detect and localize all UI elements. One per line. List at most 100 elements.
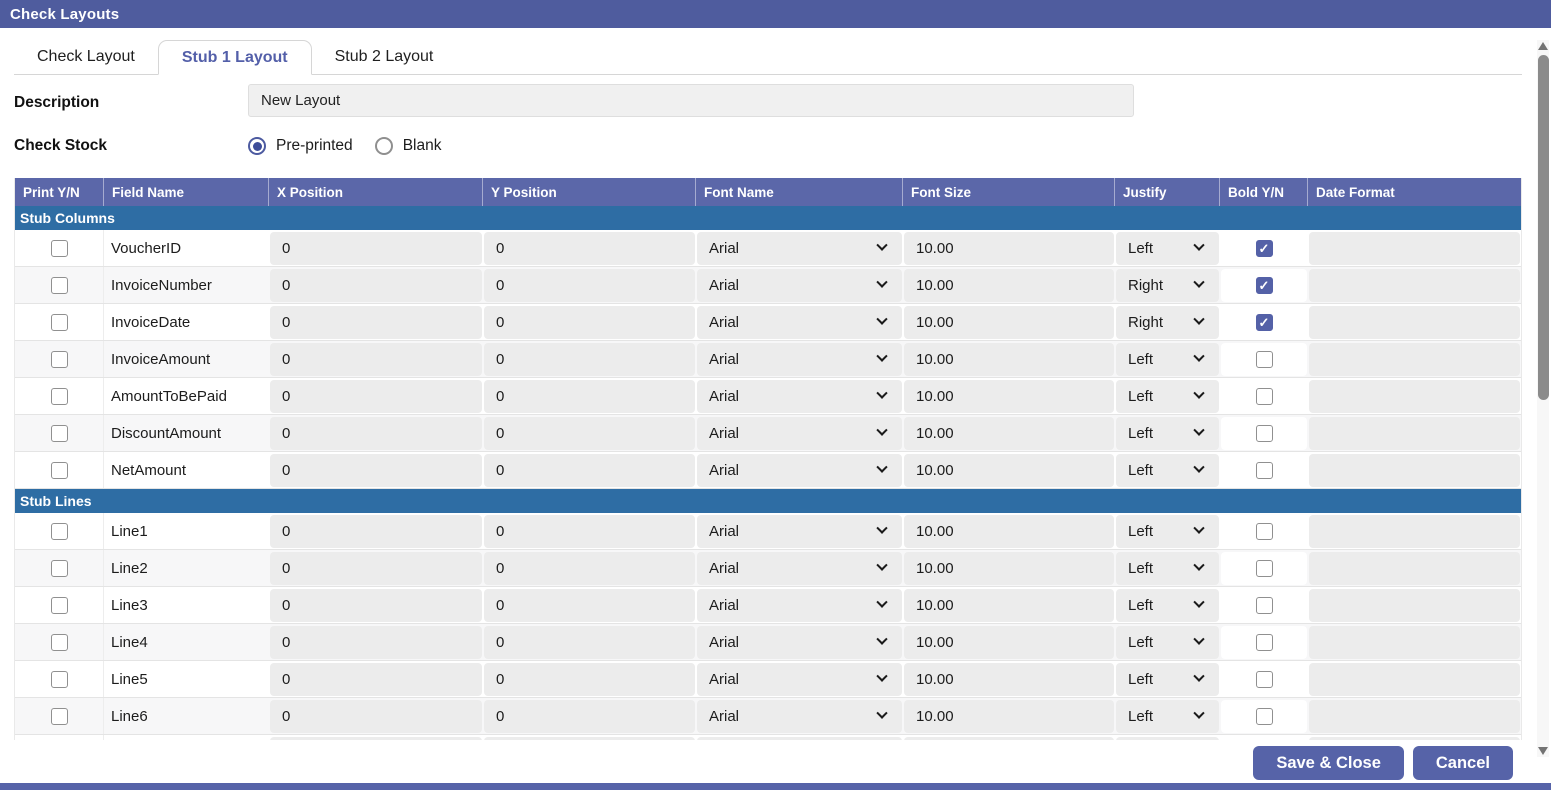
print-checkbox[interactable] <box>50 276 68 294</box>
blank-radio[interactable] <box>374 137 393 155</box>
x-position-input[interactable]: 0 <box>270 699 482 733</box>
y-position-input[interactable]: 0 <box>484 305 695 339</box>
font-name-select[interactable]: Arial <box>697 551 902 585</box>
y-position-input[interactable] <box>484 736 695 740</box>
y-position-input[interactable]: 0 <box>484 699 695 733</box>
date-format-input[interactable] <box>1309 551 1520 585</box>
y-position-input[interactable]: 0 <box>484 588 695 622</box>
bold-checkbox[interactable] <box>1255 461 1273 479</box>
bold-checkbox[interactable] <box>1255 559 1273 577</box>
font-size-input[interactable]: 10.00 <box>904 662 1114 696</box>
font-name-select[interactable]: Arial <box>697 662 902 696</box>
font-size-input[interactable]: 10.00 <box>904 514 1114 548</box>
date-format-input[interactable] <box>1309 625 1520 659</box>
scrollbar-down-arrow-icon[interactable] <box>1538 747 1548 755</box>
date-format-input[interactable] <box>1309 662 1520 696</box>
justify-select[interactable]: Left <box>1116 514 1219 548</box>
date-format-input[interactable] <box>1309 416 1520 450</box>
x-position-input[interactable]: 0 <box>270 514 482 548</box>
font-name-select[interactable]: Arial <box>697 342 902 376</box>
save-and-close-button[interactable]: Save & Close <box>1253 746 1404 780</box>
font-size-input[interactable]: 10.00 <box>904 588 1114 622</box>
justify-select[interactable]: Left <box>1116 342 1219 376</box>
font-name-select[interactable]: Arial <box>697 625 902 659</box>
date-format-input[interactable] <box>1309 453 1520 487</box>
date-format-input[interactable] <box>1309 342 1520 376</box>
y-position-input[interactable]: 0 <box>484 268 695 302</box>
tab-stub-2-layout[interactable]: Stub 2 Layout <box>312 40 457 74</box>
justify-select[interactable]: Left <box>1116 416 1219 450</box>
vertical-scrollbar[interactable] <box>1537 40 1549 757</box>
justify-select[interactable]: Left <box>1116 453 1219 487</box>
date-format-input[interactable] <box>1309 699 1520 733</box>
font-size-input[interactable]: 10.00 <box>904 231 1114 265</box>
date-format-input[interactable] <box>1309 231 1520 265</box>
print-checkbox[interactable] <box>50 522 68 540</box>
y-position-input[interactable]: 0 <box>484 625 695 659</box>
y-position-input[interactable]: 0 <box>484 662 695 696</box>
y-position-input[interactable]: 0 <box>484 416 695 450</box>
x-position-input[interactable]: 0 <box>270 379 482 413</box>
print-checkbox[interactable] <box>50 707 68 725</box>
y-position-input[interactable]: 0 <box>484 514 695 548</box>
bold-checkbox[interactable] <box>1255 522 1273 540</box>
justify-select[interactable]: Left <box>1116 699 1219 733</box>
justify-select[interactable]: Left <box>1116 551 1219 585</box>
font-name-select[interactable]: Arial <box>697 379 902 413</box>
font-size-input[interactable]: 10.00 <box>904 342 1114 376</box>
scrollbar-thumb[interactable] <box>1537 55 1549 400</box>
font-size-input[interactable] <box>904 736 1114 740</box>
justify-select[interactable] <box>1116 736 1219 740</box>
cancel-button[interactable]: Cancel <box>1412 746 1513 780</box>
date-format-input[interactable] <box>1309 305 1520 339</box>
date-format-input[interactable] <box>1309 588 1520 622</box>
justify-select[interactable]: Left <box>1116 625 1219 659</box>
bold-checkbox[interactable] <box>1255 424 1273 442</box>
x-position-input[interactable]: 0 <box>270 231 482 265</box>
font-name-select[interactable] <box>697 736 902 740</box>
print-checkbox[interactable] <box>50 350 68 368</box>
y-position-input[interactable]: 0 <box>484 379 695 413</box>
print-checkbox[interactable] <box>50 670 68 688</box>
date-format-input[interactable] <box>1309 379 1520 413</box>
justify-select[interactable]: Right <box>1116 305 1219 339</box>
font-size-input[interactable]: 10.00 <box>904 551 1114 585</box>
print-checkbox[interactable] <box>50 461 68 479</box>
print-checkbox[interactable] <box>50 596 68 614</box>
justify-select[interactable]: Left <box>1116 588 1219 622</box>
bold-checkbox[interactable] <box>1255 350 1273 368</box>
justify-select[interactable]: Right <box>1116 268 1219 302</box>
font-size-input[interactable]: 10.00 <box>904 305 1114 339</box>
date-format-input[interactable] <box>1309 268 1520 302</box>
print-checkbox[interactable] <box>50 633 68 651</box>
font-name-select[interactable]: Arial <box>697 231 902 265</box>
print-checkbox[interactable] <box>50 424 68 442</box>
font-size-input[interactable]: 10.00 <box>904 268 1114 302</box>
justify-select[interactable]: Left <box>1116 379 1219 413</box>
font-size-input[interactable]: 10.00 <box>904 379 1114 413</box>
y-position-input[interactable]: 0 <box>484 342 695 376</box>
scrollbar-up-arrow-icon[interactable] <box>1538 42 1548 50</box>
x-position-input[interactable]: 0 <box>270 551 482 585</box>
font-name-select[interactable]: Arial <box>697 453 902 487</box>
x-position-input[interactable]: 0 <box>270 268 482 302</box>
justify-select[interactable]: Left <box>1116 662 1219 696</box>
font-name-select[interactable]: Arial <box>697 416 902 450</box>
bold-checkbox[interactable] <box>1255 670 1273 688</box>
bold-checkbox[interactable] <box>1255 313 1273 331</box>
bold-checkbox[interactable] <box>1255 387 1273 405</box>
date-format-input[interactable] <box>1309 736 1520 740</box>
font-size-input[interactable]: 10.00 <box>904 699 1114 733</box>
bold-checkbox[interactable] <box>1255 707 1273 725</box>
x-position-input[interactable]: 0 <box>270 662 482 696</box>
x-position-input[interactable]: 0 <box>270 416 482 450</box>
justify-select[interactable]: Left <box>1116 231 1219 265</box>
x-position-input[interactable]: 0 <box>270 305 482 339</box>
font-size-input[interactable]: 10.00 <box>904 416 1114 450</box>
print-checkbox[interactable] <box>50 387 68 405</box>
print-checkbox[interactable] <box>50 239 68 257</box>
font-size-input[interactable]: 10.00 <box>904 625 1114 659</box>
x-position-input[interactable]: 0 <box>270 342 482 376</box>
x-position-input[interactable] <box>270 736 482 740</box>
font-name-select[interactable]: Arial <box>697 588 902 622</box>
